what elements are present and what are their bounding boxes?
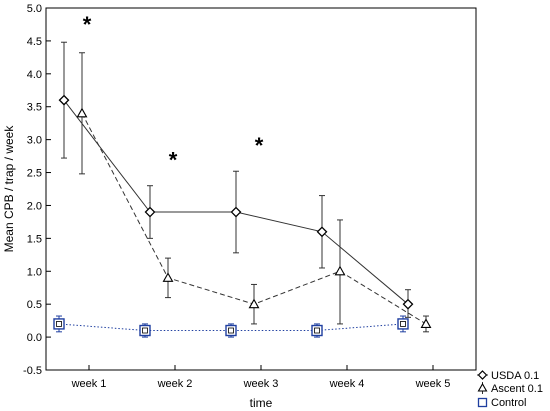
- data-point: [230, 206, 242, 218]
- data-point: [58, 94, 70, 106]
- data-point: [139, 324, 151, 337]
- legend: USDA 0.1 Ascent 0.1 Control: [477, 370, 543, 409]
- x-tick-label: week 2: [157, 378, 193, 390]
- legend-label-usda: USDA 0.1: [491, 370, 539, 382]
- data-point: [420, 318, 432, 328]
- legend-item-control: Control: [477, 397, 526, 409]
- y-tick-label: 5.0: [27, 3, 42, 15]
- y-tick-label: 1.0: [27, 266, 42, 278]
- y-tick-label: 0.0: [27, 332, 42, 344]
- series-1: [76, 52, 432, 333]
- y-axis: -0.5 0.0 0.5 1.0 1.5 2.0 2.5 3.0 3.5 4.0 4.5 5.0: [23, 3, 51, 377]
- data-point: [76, 107, 88, 118]
- data-point: [402, 298, 414, 310]
- legend-label-control: Control: [491, 397, 526, 409]
- data-point: [225, 324, 237, 337]
- legend-label-ascent: Ascent 0.1: [491, 383, 543, 395]
- legend-item-ascent: Ascent 0.1: [477, 382, 543, 395]
- x-tick-label: week 3: [243, 378, 279, 390]
- x-tick-label: week 1: [71, 378, 107, 390]
- y-tick-label: 2.0: [27, 200, 42, 212]
- data-point: [334, 265, 346, 276]
- series-2: [53, 315, 409, 338]
- y-tick-label: 0.5: [27, 299, 42, 311]
- significance-star: *: [169, 148, 178, 173]
- legend-marker-ascent: [477, 382, 488, 392]
- x-tick-label: week 5: [415, 378, 451, 390]
- legend-item-usda: USDA 0.1: [477, 370, 539, 382]
- x-axis-title: time: [250, 396, 273, 410]
- data-point-inner: [228, 327, 234, 334]
- plot-frame: [45, 7, 477, 371]
- data-point: [316, 226, 328, 238]
- data-point-inner: [142, 327, 148, 334]
- data-point-inner: [314, 327, 320, 334]
- legend-marker-control: [477, 397, 488, 408]
- data-point: [162, 272, 174, 282]
- y-tick-label: 3.5: [27, 102, 42, 114]
- data-point-inner: [400, 321, 406, 327]
- y-tick-label: 1.5: [27, 233, 42, 245]
- y-tick-label: -0.5: [23, 365, 42, 377]
- x-axis: week 1 week 2 week 3 week 4 week 5: [71, 365, 451, 390]
- series-layer: [53, 41, 432, 338]
- significance-star: *: [83, 12, 92, 37]
- y-axis-title: Mean CPB / trap / week: [2, 125, 16, 253]
- y-tick-label: 2.5: [27, 168, 42, 180]
- data-point-inner: [56, 321, 62, 327]
- x-tick-label: week 4: [329, 378, 365, 390]
- data-point: [53, 318, 65, 330]
- significance-star: *: [255, 133, 264, 158]
- data-point: [311, 324, 323, 337]
- legend-marker-usda: [477, 370, 488, 380]
- significance-markers: * * *: [83, 12, 264, 173]
- y-tick-label: 3.0: [27, 135, 42, 147]
- data-point: [248, 298, 260, 309]
- data-point: [397, 318, 409, 330]
- series-0: [58, 41, 414, 318]
- data-point: [144, 206, 156, 218]
- y-tick-label: 4.5: [27, 36, 42, 48]
- y-tick-label: 4.0: [27, 69, 42, 81]
